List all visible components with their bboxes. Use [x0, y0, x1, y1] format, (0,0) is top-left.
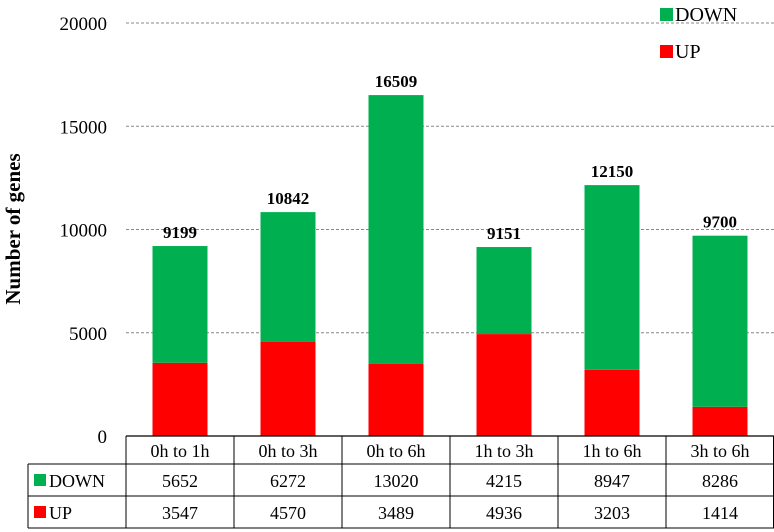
total-label: 10842 [267, 189, 310, 208]
table-cell: 3203 [594, 503, 630, 523]
legend-label: UP [675, 41, 701, 63]
total-label: 16509 [375, 72, 418, 91]
table-cell: 13020 [374, 471, 419, 491]
legend: DOWN UP [660, 4, 737, 63]
y-tick-label: 5000 [69, 324, 107, 345]
bar-down-5 [692, 235, 748, 407]
total-label: 9151 [487, 224, 521, 243]
bar-down-4 [584, 185, 640, 370]
bar-up-0 [152, 362, 208, 436]
table-cell: 6272 [270, 471, 306, 491]
total-label: 12150 [591, 162, 634, 181]
y-tick-label: 10000 [60, 221, 108, 242]
bar-down-1 [260, 212, 316, 342]
table-cell: 3489 [378, 503, 414, 523]
table-cell: 3547 [162, 503, 198, 523]
x-tick-label: 1h to 6h [582, 441, 641, 461]
table-legend-key-down [34, 474, 46, 486]
bar-up-3 [476, 334, 532, 436]
y-axis-ticks: 0 5000 10000 15000 20000 [60, 14, 108, 448]
data-table: 0h to 1h 0h to 3h 0h to 6h 1h to 3h 1h to 6h… [27, 435, 774, 529]
bar-down-2 [368, 95, 424, 364]
x-tick-label: 0h to 3h [258, 441, 317, 461]
x-tick-label: 1h to 3h [474, 441, 533, 461]
bar-up-1 [260, 341, 316, 436]
bar-down-0 [152, 246, 208, 363]
table-legend-key-up [34, 506, 46, 518]
total-labels: 9199 10842 16509 9151 12150 9700 [163, 72, 737, 243]
x-tick-label: 3h to 6h [690, 441, 749, 461]
legend-key-up [660, 45, 673, 58]
table-cell: 4215 [486, 471, 522, 491]
y-tick-label: 20000 [60, 14, 108, 35]
bar-up-2 [368, 363, 424, 436]
bars [152, 95, 748, 436]
x-tick-label: 0h to 6h [366, 441, 425, 461]
gridlines [126, 22, 774, 334]
table-cell: 8286 [702, 471, 738, 491]
x-tick-label: 0h to 1h [150, 441, 209, 461]
y-tick-label: 0 [98, 427, 108, 448]
table-cell: 4936 [486, 503, 522, 523]
y-axis-label: Number of genes [1, 153, 25, 304]
bar-up-5 [692, 406, 748, 436]
table-cell: 5652 [162, 471, 198, 491]
bar-down-3 [476, 247, 532, 335]
table-row-label: DOWN [49, 471, 105, 491]
table-row-label: UP [49, 503, 72, 523]
total-label: 9700 [703, 213, 737, 232]
legend-label: DOWN [675, 4, 737, 26]
y-tick-label: 15000 [60, 117, 108, 138]
bar-up-4 [584, 369, 640, 436]
legend-key-down [660, 8, 673, 21]
table-cell: 1414 [702, 503, 738, 523]
total-label: 9199 [163, 223, 197, 242]
table-cell: 8947 [594, 471, 630, 491]
table-cell: 4570 [270, 503, 306, 523]
